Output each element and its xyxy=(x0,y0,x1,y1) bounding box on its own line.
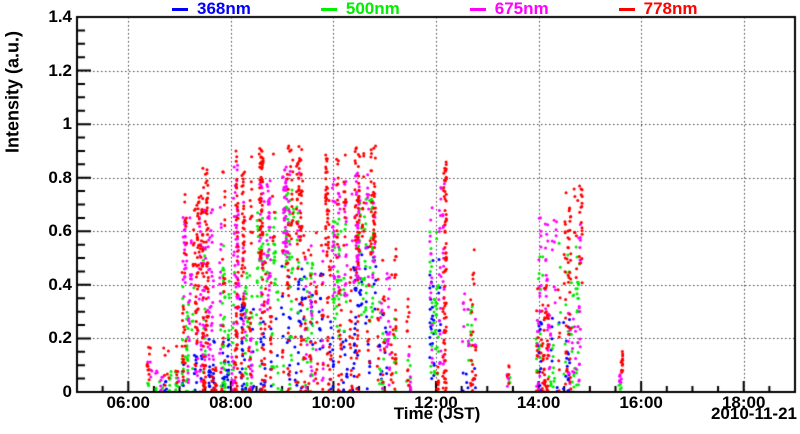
x-tick-label-06:00: 06:00 xyxy=(106,393,151,412)
legend: 368nm 500nm 675nm 778nm xyxy=(172,0,698,18)
legend-label-675nm: 675nm xyxy=(494,0,549,18)
y-tick-label-1.4: 1.4 xyxy=(48,7,72,26)
legend-marker-icon-500nm xyxy=(320,7,337,11)
legend-label-778nm: 778nm xyxy=(643,0,698,18)
y-tick-label-0.4: 0.4 xyxy=(48,274,72,294)
legend-entry-675nm: 675nm xyxy=(469,0,549,18)
legend-label-500nm: 500nm xyxy=(345,0,400,18)
x-tick-label-14:00: 14:00 xyxy=(516,393,561,412)
x-tick-label-16:00: 16:00 xyxy=(619,393,663,412)
y-axis-title: Intensity (a.u.) xyxy=(2,30,23,154)
y-tick-label-0.8: 0.8 xyxy=(48,167,72,187)
x-tick-label-10:00: 10:00 xyxy=(311,393,356,412)
y-tick-label-0: 0 xyxy=(62,382,72,401)
legend-marker-icon-778nm xyxy=(618,7,635,11)
legend-label-368nm: 368nm xyxy=(197,0,251,18)
legend-marker-icon-675nm xyxy=(469,7,486,11)
y-tick-label-1.2: 1.2 xyxy=(48,60,72,80)
legend-entry-368nm: 368nm xyxy=(172,0,251,18)
y-tick-label-1: 1 xyxy=(62,114,72,134)
x-axis-title: Time (JST) xyxy=(393,404,481,423)
legend-entry-778nm: 778nm xyxy=(618,0,698,18)
x-tick-label-18:00: 18:00 xyxy=(721,393,766,412)
x-tick-label-12:00: 12:00 xyxy=(414,393,458,412)
y-tick-label-0.6: 0.6 xyxy=(48,221,72,241)
legend-entry-500nm: 500nm xyxy=(320,0,400,18)
y-tick-label-0.2: 0.2 xyxy=(48,328,72,348)
legend-marker-icon-368nm xyxy=(172,7,188,11)
date-label: 2010-11-21 xyxy=(710,404,797,423)
x-tick-label-08:00: 08:00 xyxy=(209,393,253,412)
